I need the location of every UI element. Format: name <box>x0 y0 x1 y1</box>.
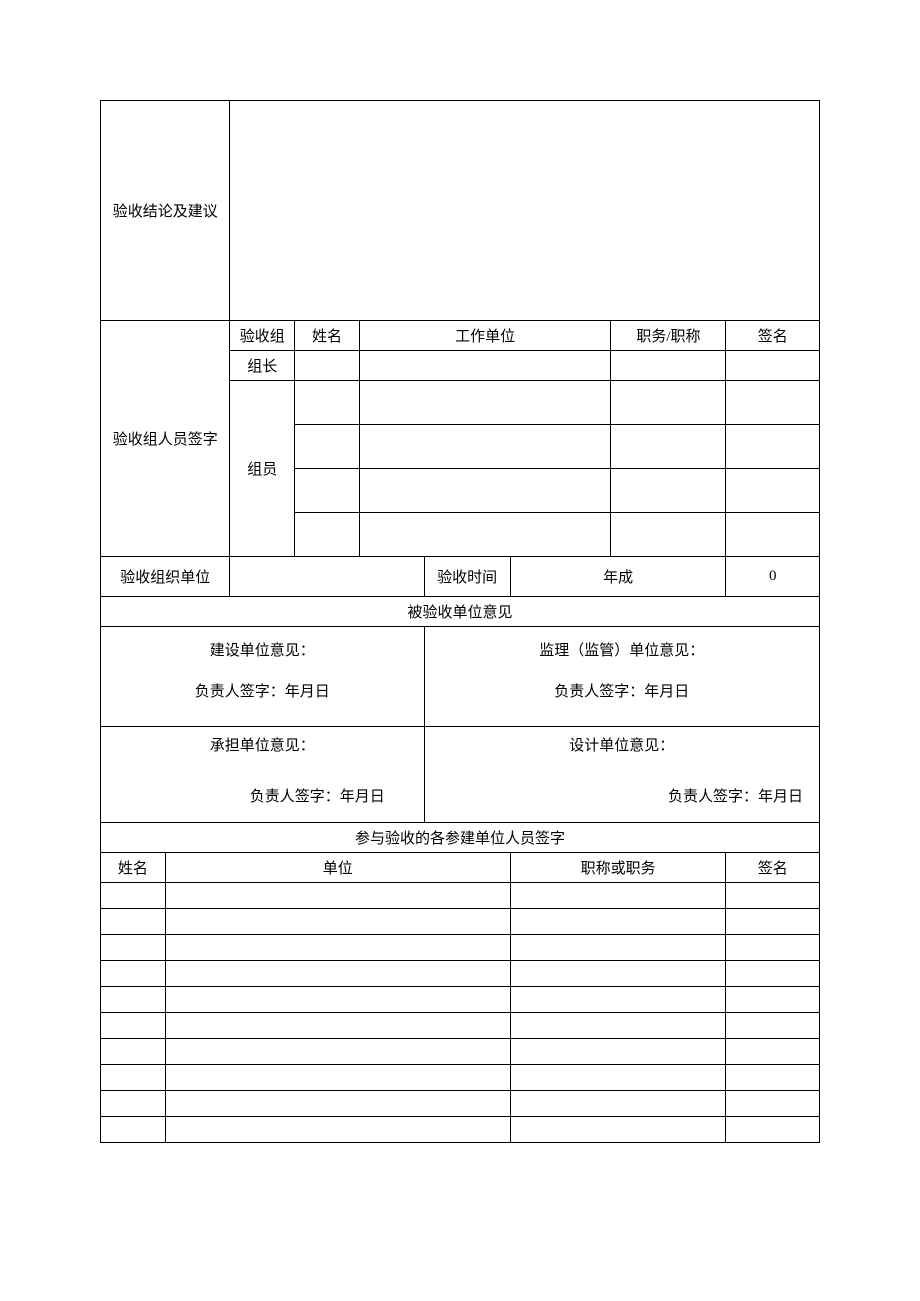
member-name-2[interactable] <box>295 425 360 469</box>
ysz-header: 验收组 <box>230 321 295 351</box>
p-name-6[interactable] <box>101 1013 166 1039</box>
p-name-9[interactable] <box>101 1091 166 1117</box>
accept-time-label: 验收时间 <box>424 557 510 597</box>
p-sign-4[interactable] <box>726 961 820 987</box>
p-sign-1[interactable] <box>726 883 820 909</box>
p-unit-9[interactable] <box>165 1091 510 1117</box>
member-name-1[interactable] <box>295 381 360 425</box>
p-name-4[interactable] <box>101 961 166 987</box>
zero-cell[interactable]: 0 <box>726 557 820 597</box>
p-unit-10[interactable] <box>165 1117 510 1143</box>
jsdw-sign: 负责人签字：年月日 <box>107 660 418 715</box>
org-unit-value[interactable] <box>230 557 424 597</box>
p-title-5[interactable] <box>510 987 726 1013</box>
cddw-opinion[interactable]: 承担单位意见： 负责人签字：年月日 <box>101 727 425 823</box>
p-title-4[interactable] <box>510 961 726 987</box>
member-sign-1[interactable] <box>726 381 820 425</box>
p-title-header: 职称或职务 <box>510 853 726 883</box>
p-unit-header: 单位 <box>165 853 510 883</box>
member-sign-2[interactable] <box>726 425 820 469</box>
p-name-8[interactable] <box>101 1065 166 1091</box>
p-unit-4[interactable] <box>165 961 510 987</box>
p-sign-5[interactable] <box>726 987 820 1013</box>
member-title-1[interactable] <box>611 381 726 425</box>
leader-workunit[interactable] <box>359 351 611 381</box>
p-sign-8[interactable] <box>726 1065 820 1091</box>
member-title-3[interactable] <box>611 469 726 513</box>
member-workunit-4[interactable] <box>359 513 611 557</box>
signatures-block-label: 验收组人员签字 <box>101 321 230 557</box>
p-unit-5[interactable] <box>165 987 510 1013</box>
member-sign-4[interactable] <box>726 513 820 557</box>
p-unit-8[interactable] <box>165 1065 510 1091</box>
member-title-4[interactable] <box>611 513 726 557</box>
work-unit-header: 工作单位 <box>359 321 611 351</box>
opinions-header: 被验收单位意见 <box>101 597 820 627</box>
year-cheng[interactable]: 年成 <box>510 557 726 597</box>
jldw-label: 监理（监管）单位意见： <box>431 639 813 660</box>
jldw-sign: 负责人签字：年月日 <box>431 660 813 715</box>
cddw-sign: 负责人签字：年月日 <box>107 755 418 816</box>
p-unit-6[interactable] <box>165 1013 510 1039</box>
leader-name[interactable] <box>295 351 360 381</box>
p-name-3[interactable] <box>101 935 166 961</box>
sjdw-opinion[interactable]: 设计单位意见： 负责人签字：年月日 <box>424 727 819 823</box>
p-sign-header: 签名 <box>726 853 820 883</box>
p-title-2[interactable] <box>510 909 726 935</box>
p-sign-3[interactable] <box>726 935 820 961</box>
p-name-2[interactable] <box>101 909 166 935</box>
acceptance-form: 验收结论及建议 验收组人员签字 验收组 姓名 工作单位 职务/职称 签名 组长 … <box>100 100 820 1143</box>
jsdw-label: 建设单位意见： <box>107 639 418 660</box>
p-title-8[interactable] <box>510 1065 726 1091</box>
signature-header: 签名 <box>726 321 820 351</box>
name-header: 姓名 <box>295 321 360 351</box>
cddw-label: 承担单位意见： <box>107 734 418 755</box>
p-title-7[interactable] <box>510 1039 726 1065</box>
p-name-header: 姓名 <box>101 853 166 883</box>
p-unit-3[interactable] <box>165 935 510 961</box>
sjdw-sign: 负责人签字：年月日 <box>431 755 813 816</box>
jsdw-opinion[interactable]: 建设单位意见： 负责人签字：年月日 <box>101 627 425 727</box>
member-sign-3[interactable] <box>726 469 820 513</box>
member-workunit-2[interactable] <box>359 425 611 469</box>
member-workunit-3[interactable] <box>359 469 611 513</box>
p-unit-7[interactable] <box>165 1039 510 1065</box>
org-unit-label: 验收组织单位 <box>101 557 230 597</box>
leader-title[interactable] <box>611 351 726 381</box>
p-unit-1[interactable] <box>165 883 510 909</box>
leader-label: 组长 <box>230 351 295 381</box>
p-name-1[interactable] <box>101 883 166 909</box>
member-name-4[interactable] <box>295 513 360 557</box>
p-sign-9[interactable] <box>726 1091 820 1117</box>
p-title-6[interactable] <box>510 1013 726 1039</box>
p-sign-2[interactable] <box>726 909 820 935</box>
jldw-opinion[interactable]: 监理（监管）单位意见： 负责人签字：年月日 <box>424 627 819 727</box>
p-title-3[interactable] <box>510 935 726 961</box>
p-sign-7[interactable] <box>726 1039 820 1065</box>
p-title-1[interactable] <box>510 883 726 909</box>
conclusion-value[interactable] <box>230 101 820 321</box>
p-sign-10[interactable] <box>726 1117 820 1143</box>
leader-sign[interactable] <box>726 351 820 381</box>
member-label: 组员 <box>230 381 295 557</box>
member-workunit-1[interactable] <box>359 381 611 425</box>
p-name-7[interactable] <box>101 1039 166 1065</box>
conclusion-label: 验收结论及建议 <box>101 101 230 321</box>
participants-header: 参与验收的各参建单位人员签字 <box>101 823 820 853</box>
p-unit-2[interactable] <box>165 909 510 935</box>
sjdw-label: 设计单位意见： <box>431 734 813 755</box>
member-title-2[interactable] <box>611 425 726 469</box>
p-name-5[interactable] <box>101 987 166 1013</box>
p-title-10[interactable] <box>510 1117 726 1143</box>
job-title-header: 职务/职称 <box>611 321 726 351</box>
p-name-10[interactable] <box>101 1117 166 1143</box>
p-title-9[interactable] <box>510 1091 726 1117</box>
member-name-3[interactable] <box>295 469 360 513</box>
p-sign-6[interactable] <box>726 1013 820 1039</box>
